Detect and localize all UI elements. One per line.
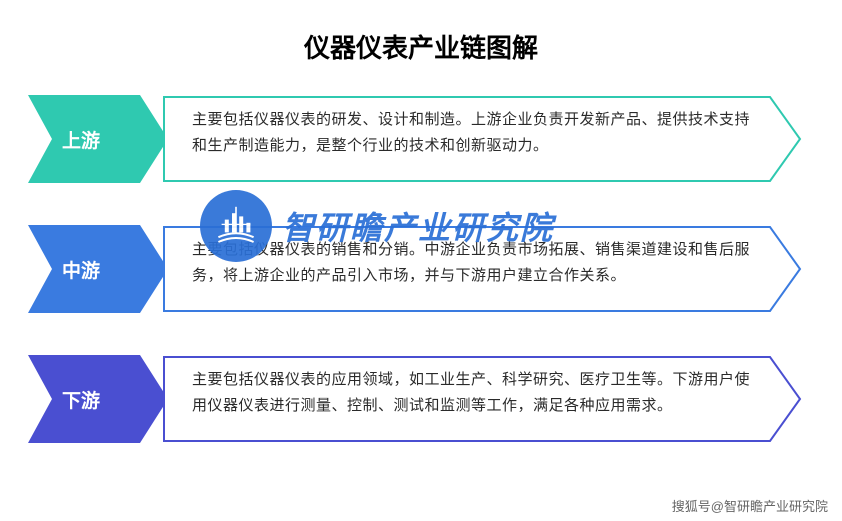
chain-row: 下游 主要包括仪器仪表的应用领域，如工业生产、科学研究、医疗卫生等。下游用户使用…: [28, 355, 802, 443]
stage-label-arrow: 下游: [28, 355, 168, 443]
stage-desc-box: 主要包括仪器仪表的研发、设计和制造。上游企业负责开发新产品、提供技术支持和生产制…: [162, 95, 802, 183]
stage-label-text: 上游: [28, 126, 100, 153]
stage-desc-box: 主要包括仪器仪表的应用领域，如工业生产、科学研究、医疗卫生等。下游用户使用仪器仪…: [162, 355, 802, 443]
footer-text: 搜狐号@智研瞻产业研究院: [672, 499, 828, 514]
footer-attribution: 搜狐号@智研瞻产业研究院: [672, 496, 828, 515]
stage-label-text: 下游: [28, 386, 100, 413]
stage-label-arrow: 上游: [28, 95, 168, 183]
title-text: 仪器仪表产业链图解: [304, 33, 538, 63]
stage-desc-box: 主要包括仪器仪表的销售和分销。中游企业负责市场拓展、销售渠道建设和售后服务，将上…: [162, 225, 802, 313]
rows-container: 上游 主要包括仪器仪表的研发、设计和制造。上游企业负责开发新产品、提供技术支持和…: [0, 95, 842, 443]
stage-label-text: 中游: [28, 256, 100, 283]
chain-row: 中游 主要包括仪器仪表的销售和分销。中游企业负责市场拓展、销售渠道建设和售后服务…: [28, 225, 802, 313]
chain-row: 上游 主要包括仪器仪表的研发、设计和制造。上游企业负责开发新产品、提供技术支持和…: [28, 95, 802, 183]
stage-desc-text: 主要包括仪器仪表的研发、设计和制造。上游企业负责开发新产品、提供技术支持和生产制…: [162, 95, 802, 172]
stage-desc-text: 主要包括仪器仪表的应用领域，如工业生产、科学研究、医疗卫生等。下游用户使用仪器仪…: [162, 355, 802, 432]
stage-label-arrow: 中游: [28, 225, 168, 313]
stage-desc-text: 主要包括仪器仪表的销售和分销。中游企业负责市场拓展、销售渠道建设和售后服务，将上…: [162, 225, 802, 302]
diagram-title: 仪器仪表产业链图解: [0, 0, 842, 65]
